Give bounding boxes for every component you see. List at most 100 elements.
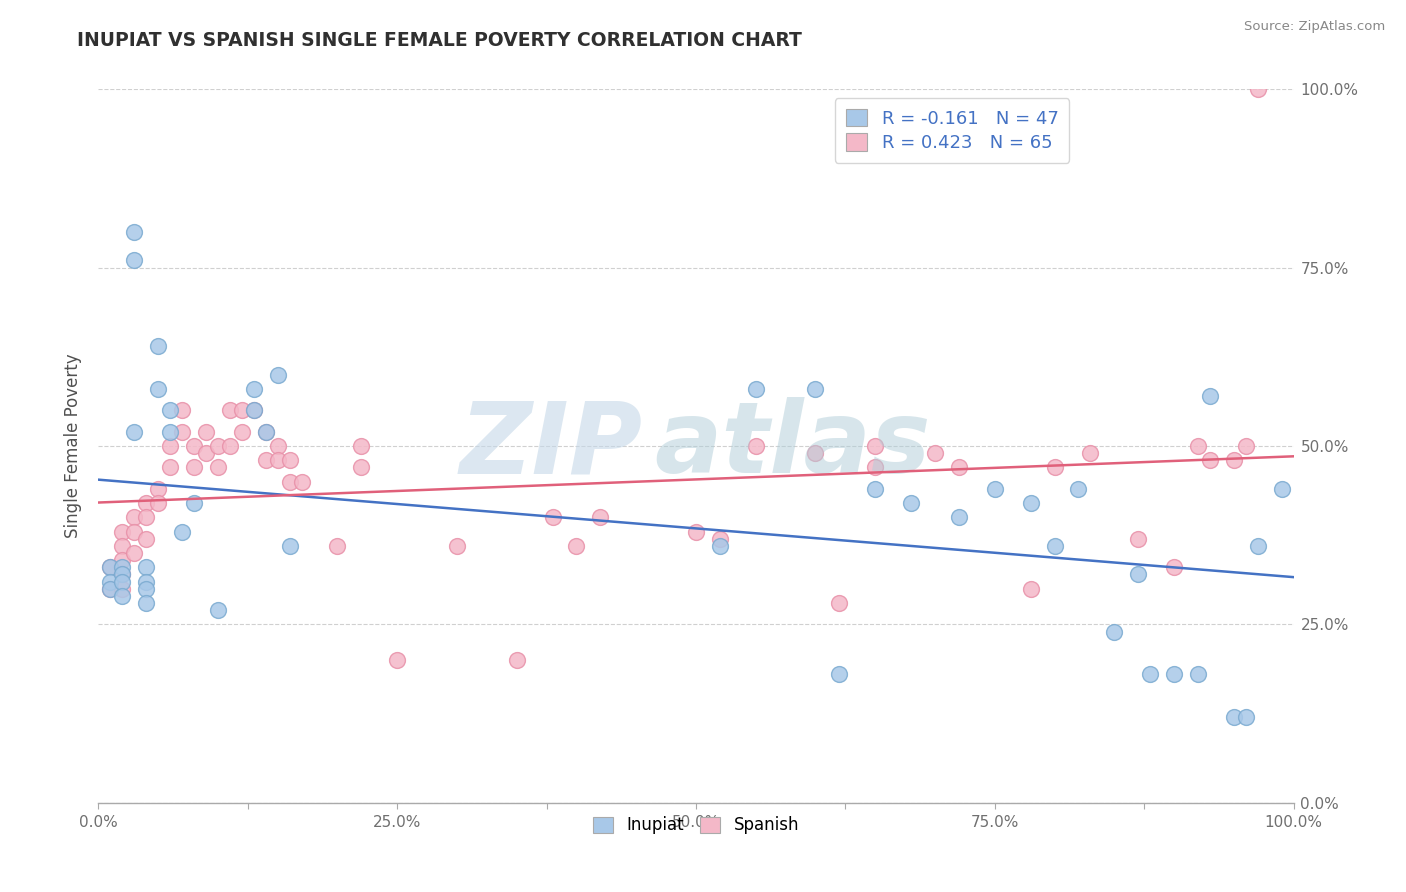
Point [1187, 667, 1209, 681]
Point [98, 582, 122, 596]
Point [111, 524, 134, 539]
Y-axis label: Single Female Poverty: Single Female Poverty [65, 354, 83, 538]
Point [254, 425, 277, 439]
Legend: Inupiat, Spanish: Inupiat, Spanish [586, 810, 806, 841]
Point [1139, 667, 1161, 681]
Point [865, 482, 887, 496]
Point [124, 225, 146, 239]
Point [385, 653, 409, 667]
Point [148, 482, 170, 496]
Point [1247, 539, 1270, 553]
Point [98, 560, 122, 574]
Point [1199, 389, 1222, 403]
Point [135, 582, 157, 596]
Point [1163, 560, 1185, 574]
Point [1019, 582, 1042, 596]
Point [159, 403, 181, 417]
Point [1234, 439, 1257, 453]
Point [1247, 82, 1270, 96]
Point [148, 339, 170, 353]
Point [1234, 710, 1257, 724]
Point [1104, 624, 1126, 639]
Point [278, 453, 301, 467]
Point [159, 439, 181, 453]
Point [219, 403, 242, 417]
Point [291, 475, 314, 489]
Point [685, 524, 707, 539]
Point [111, 560, 134, 574]
Point [231, 403, 253, 417]
Point [326, 539, 349, 553]
Point [745, 439, 768, 453]
Point [1163, 667, 1185, 681]
Text: atlas: atlas [654, 398, 931, 494]
Point [709, 539, 731, 553]
Point [124, 524, 146, 539]
Point [1043, 460, 1066, 475]
Point [195, 425, 218, 439]
Point [1080, 446, 1102, 460]
Point [135, 496, 157, 510]
Point [243, 382, 266, 396]
Point [219, 439, 242, 453]
Point [135, 596, 157, 610]
Point [1128, 567, 1150, 582]
Point [948, 510, 970, 524]
Point [207, 603, 229, 617]
Point [98, 582, 122, 596]
Point [589, 510, 612, 524]
Point [98, 574, 122, 589]
Point [159, 460, 181, 475]
Point [124, 425, 146, 439]
Point [565, 539, 588, 553]
Point [243, 403, 266, 417]
Point [183, 496, 205, 510]
Point [124, 546, 146, 560]
Point [243, 403, 266, 417]
Point [111, 567, 134, 582]
Point [900, 496, 922, 510]
Point [254, 453, 277, 467]
Point [267, 368, 290, 382]
Point [948, 460, 970, 475]
Point [267, 439, 290, 453]
Text: Source: ZipAtlas.com: Source: ZipAtlas.com [1244, 20, 1385, 33]
Point [1128, 532, 1150, 546]
Point [350, 439, 373, 453]
Point [1223, 453, 1246, 467]
Point [506, 653, 529, 667]
Point [183, 439, 205, 453]
Point [111, 539, 134, 553]
Point [135, 532, 157, 546]
Point [278, 539, 301, 553]
Point [924, 446, 946, 460]
Point [124, 510, 146, 524]
Point [172, 425, 194, 439]
Point [804, 446, 827, 460]
Point [207, 439, 229, 453]
Point [267, 453, 290, 467]
Point [865, 439, 887, 453]
Point [278, 475, 301, 489]
Point [865, 460, 887, 475]
Point [207, 460, 229, 475]
Point [111, 553, 134, 567]
Point [828, 667, 851, 681]
Point [1223, 710, 1246, 724]
Point [1019, 496, 1042, 510]
Point [148, 496, 170, 510]
Point [135, 560, 157, 574]
Point [111, 574, 134, 589]
Point [135, 574, 157, 589]
Point [446, 539, 468, 553]
Point [111, 567, 134, 582]
Point [1199, 453, 1222, 467]
Point [709, 532, 731, 546]
Point [183, 460, 205, 475]
Point [172, 403, 194, 417]
Point [984, 482, 1007, 496]
Point [124, 253, 146, 268]
Point [1067, 482, 1090, 496]
Point [1043, 539, 1066, 553]
Point [111, 582, 134, 596]
